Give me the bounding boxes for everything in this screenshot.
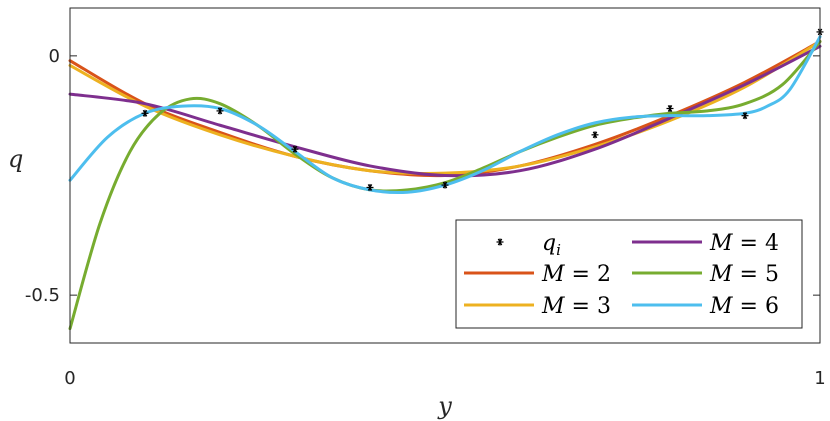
legend-label-m2: M = 2 xyxy=(541,262,611,287)
x-axis-label: y xyxy=(437,392,452,420)
data-point xyxy=(291,145,299,153)
legend-label-points: qi xyxy=(542,231,561,259)
data-point xyxy=(141,109,149,117)
legend-marker-points xyxy=(496,238,504,246)
legend-label-m3: M = 3 xyxy=(541,294,611,319)
plot-frame xyxy=(69,7,821,344)
y-tick-label: 0 xyxy=(49,46,60,67)
series-line-m6 xyxy=(68,35,822,195)
x-tick-label: 0 xyxy=(64,368,75,389)
legend-label-m5: M = 5 xyxy=(709,262,779,287)
data-point xyxy=(741,112,749,120)
series-line-m4 xyxy=(68,44,822,178)
legend-label-m4: M = 4 xyxy=(709,231,779,256)
legend: qi M = 2 M = 3 M = 4 M = 5 M = 6 xyxy=(455,219,803,329)
series-layer xyxy=(68,35,822,331)
legend-label-m6: M = 6 xyxy=(709,294,779,319)
data-point xyxy=(591,131,599,139)
data-point xyxy=(441,181,449,189)
data-point xyxy=(216,107,224,115)
data-point xyxy=(666,105,674,112)
series-line-m5 xyxy=(68,40,822,331)
ticks-layer: 0 1 0 -0.5 xyxy=(25,8,826,389)
y-tick-label: -0.5 xyxy=(25,285,60,306)
x-tick-label: 1 xyxy=(814,368,825,389)
data-point xyxy=(366,183,374,191)
points-layer xyxy=(141,28,824,191)
y-axis-label: q xyxy=(8,145,23,173)
series-line-m3 xyxy=(68,40,822,175)
